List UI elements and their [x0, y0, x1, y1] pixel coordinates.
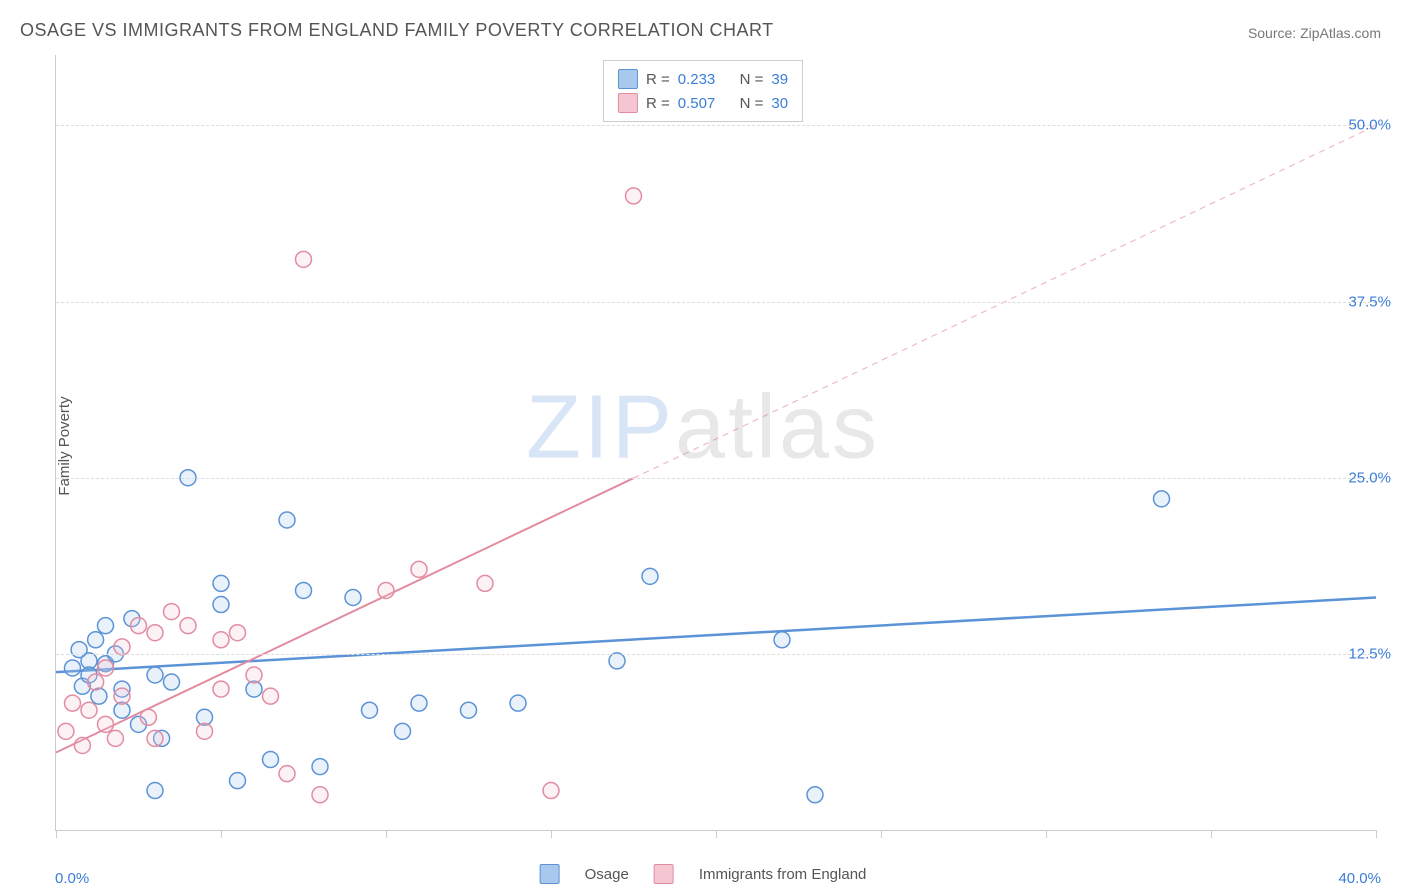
- data-point: [807, 787, 823, 803]
- r-label-1: R =: [646, 71, 670, 88]
- r-value-2: 0.507: [678, 95, 716, 112]
- data-point: [180, 618, 196, 634]
- y-tick-label: 12.5%: [1348, 645, 1391, 662]
- x-tick: [386, 830, 387, 838]
- data-point: [296, 582, 312, 598]
- data-point: [114, 639, 130, 655]
- data-point: [296, 251, 312, 267]
- data-point: [213, 681, 229, 697]
- y-tick-label: 50.0%: [1348, 117, 1391, 134]
- x-min-label: 0.0%: [55, 870, 89, 887]
- data-point: [609, 653, 625, 669]
- data-point: [477, 575, 493, 591]
- data-point: [147, 730, 163, 746]
- data-point: [246, 667, 262, 683]
- x-tick: [1046, 830, 1047, 838]
- data-point: [140, 709, 156, 725]
- swatch-bottom-1: [540, 864, 560, 884]
- data-point: [147, 667, 163, 683]
- data-point: [774, 632, 790, 648]
- legend-bottom: Osage Immigrants from England: [540, 864, 867, 884]
- data-point: [411, 695, 427, 711]
- data-point: [58, 723, 74, 739]
- n-label-2: N =: [740, 95, 764, 112]
- data-point: [98, 618, 114, 634]
- data-point: [345, 590, 361, 606]
- r-label-2: R =: [646, 95, 670, 112]
- data-point: [65, 660, 81, 676]
- data-point: [213, 575, 229, 591]
- x-tick: [1211, 830, 1212, 838]
- plot-svg: [56, 55, 1376, 830]
- grid-line: [56, 654, 1376, 655]
- data-point: [1154, 491, 1170, 507]
- data-point: [81, 702, 97, 718]
- legend-stats-row-2: R = 0.507 N = 30: [618, 91, 788, 115]
- data-point: [107, 730, 123, 746]
- legend-bottom-label-2: Immigrants from England: [699, 866, 867, 883]
- data-point: [263, 688, 279, 704]
- data-point: [642, 568, 658, 584]
- data-point: [98, 716, 114, 732]
- swatch-series-1: [618, 69, 638, 89]
- data-point: [461, 702, 477, 718]
- grid-line: [56, 125, 1376, 126]
- data-point: [362, 702, 378, 718]
- legend-stats-row-1: R = 0.233 N = 39: [618, 67, 788, 91]
- data-point: [65, 695, 81, 711]
- data-point: [98, 660, 114, 676]
- data-point: [263, 752, 279, 768]
- data-point: [213, 597, 229, 613]
- data-point: [213, 632, 229, 648]
- legend-bottom-label-1: Osage: [585, 866, 629, 883]
- x-tick: [716, 830, 717, 838]
- x-tick: [1376, 830, 1377, 838]
- chart-container: OSAGE VS IMMIGRANTS FROM ENGLAND FAMILY …: [0, 0, 1406, 892]
- data-point: [378, 582, 394, 598]
- x-max-label: 40.0%: [1338, 870, 1381, 887]
- data-point: [312, 787, 328, 803]
- data-point: [626, 188, 642, 204]
- x-tick: [881, 830, 882, 838]
- x-tick: [221, 830, 222, 838]
- grid-line: [56, 302, 1376, 303]
- n-label-1: N =: [740, 71, 764, 88]
- data-point: [114, 688, 130, 704]
- data-point: [197, 723, 213, 739]
- x-tick: [551, 830, 552, 838]
- trend-line: [56, 598, 1376, 673]
- data-point: [74, 737, 90, 753]
- swatch-series-2: [618, 93, 638, 113]
- grid-line: [56, 478, 1376, 479]
- data-point: [279, 766, 295, 782]
- legend-stats: R = 0.233 N = 39 R = 0.507 N = 30: [603, 60, 803, 122]
- y-tick-label: 37.5%: [1348, 293, 1391, 310]
- data-point: [543, 783, 559, 799]
- data-point: [279, 512, 295, 528]
- chart-title: OSAGE VS IMMIGRANTS FROM ENGLAND FAMILY …: [20, 20, 774, 41]
- r-value-1: 0.233: [678, 71, 716, 88]
- y-tick-label: 25.0%: [1348, 469, 1391, 486]
- n-value-2: 30: [771, 95, 788, 112]
- n-value-1: 39: [771, 71, 788, 88]
- plot-area: [55, 55, 1376, 831]
- data-point: [164, 604, 180, 620]
- data-point: [147, 625, 163, 641]
- data-point: [230, 625, 246, 641]
- data-point: [147, 783, 163, 799]
- source-label: Source: ZipAtlas.com: [1248, 25, 1381, 41]
- data-point: [312, 759, 328, 775]
- data-point: [131, 618, 147, 634]
- data-point: [88, 632, 104, 648]
- data-point: [510, 695, 526, 711]
- data-point: [230, 773, 246, 789]
- data-point: [411, 561, 427, 577]
- data-point: [164, 674, 180, 690]
- x-tick: [56, 830, 57, 838]
- data-point: [395, 723, 411, 739]
- data-point: [91, 688, 107, 704]
- data-point: [88, 674, 104, 690]
- swatch-bottom-2: [654, 864, 674, 884]
